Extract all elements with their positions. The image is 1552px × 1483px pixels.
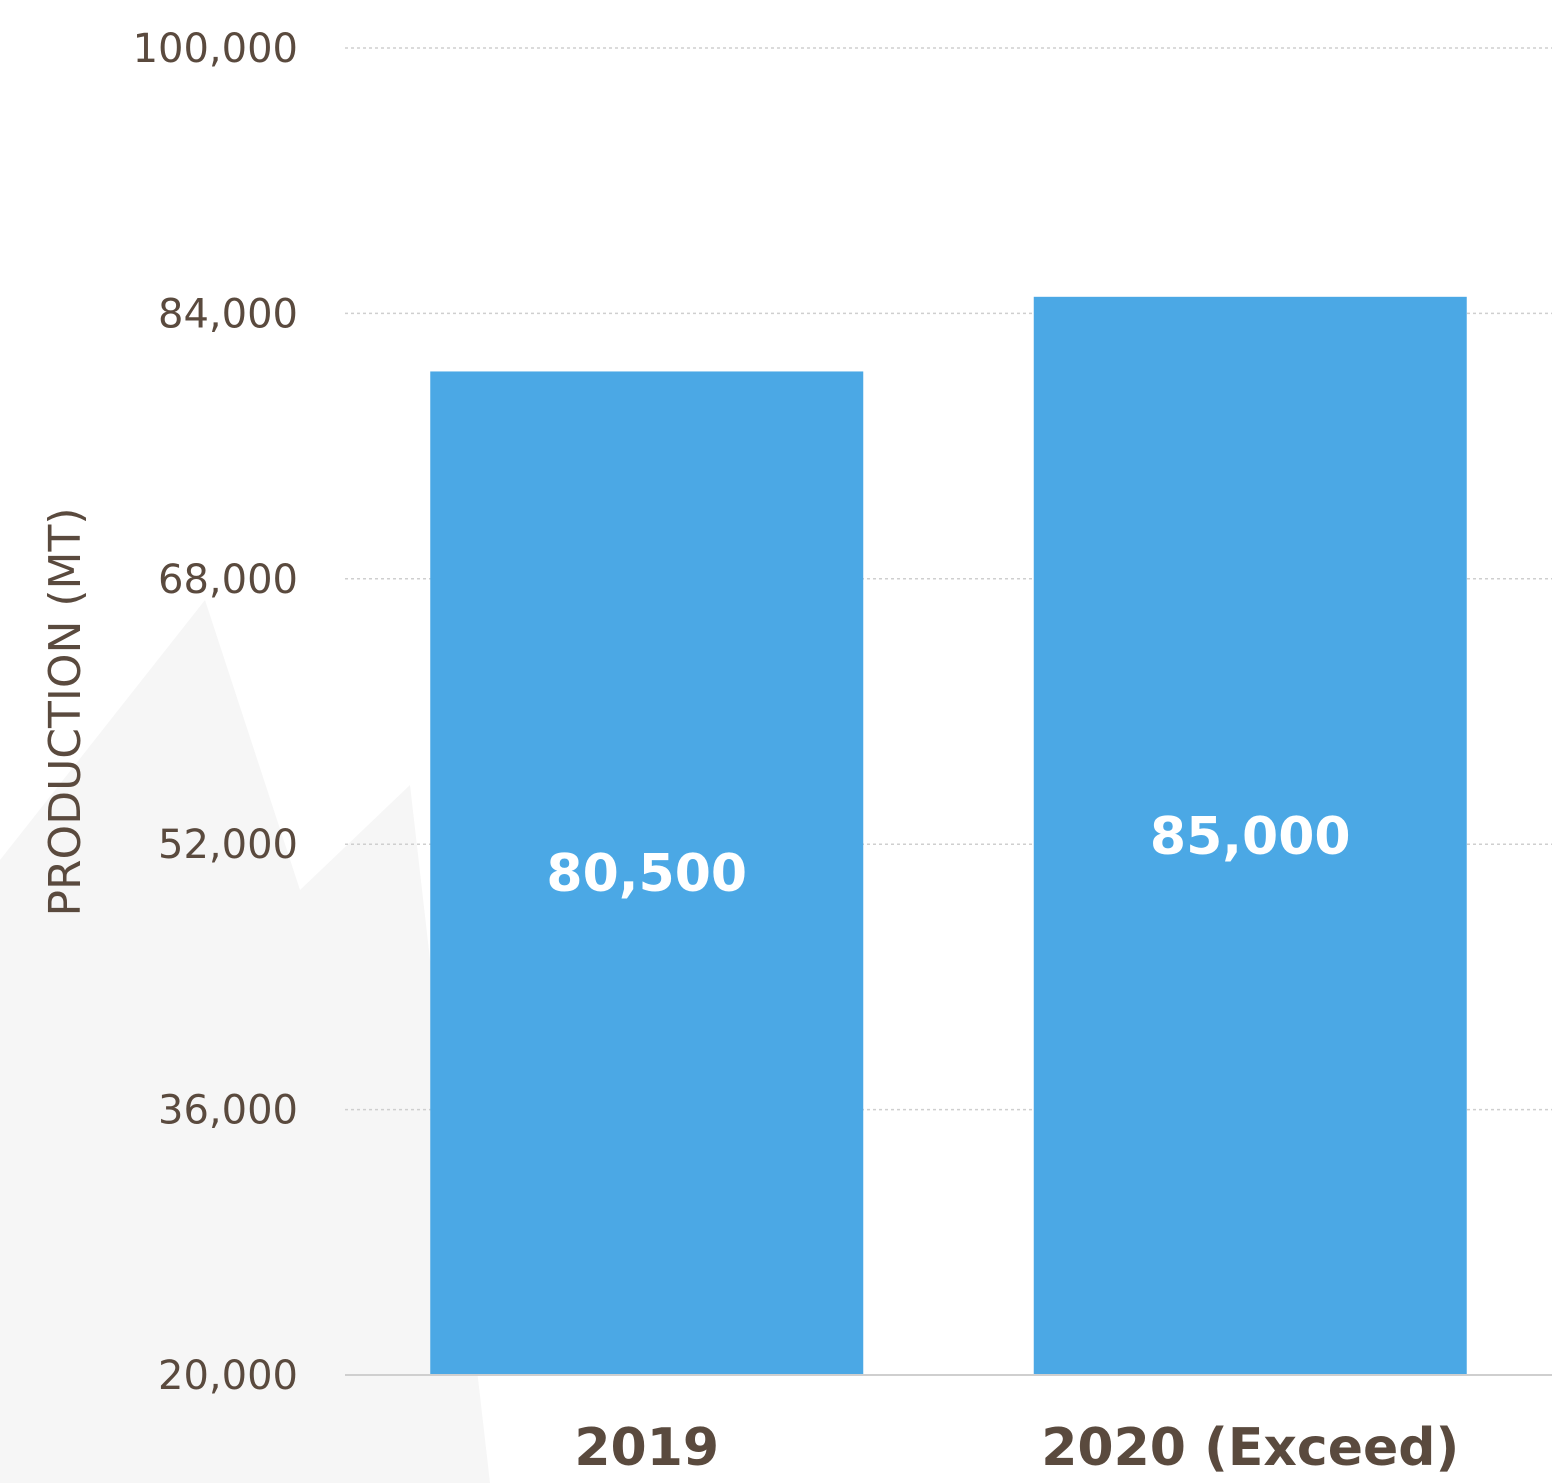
y-axis-title: PRODUCTION (MT) xyxy=(40,507,91,916)
background-mountain-shape xyxy=(0,600,490,1483)
bar-value-label: 80,500 xyxy=(546,844,747,904)
bar-value-label: 85,000 xyxy=(1150,807,1351,867)
y-tick-label: 20,000 xyxy=(158,1353,298,1399)
x-axis-category-labels: 2019 2020 (Exceed) xyxy=(574,1418,1459,1478)
bar xyxy=(1033,296,1467,1375)
data-labels: 80,500 85,000 xyxy=(546,807,1350,904)
bar xyxy=(430,371,864,1375)
x-tick-label: 2020 (Exceed) xyxy=(1041,1418,1459,1478)
bars xyxy=(430,296,1467,1375)
y-tick-label: 84,000 xyxy=(158,291,298,337)
y-tick-label: 52,000 xyxy=(158,822,298,868)
y-tick-label: 68,000 xyxy=(158,557,298,603)
x-tick-label: 2019 xyxy=(574,1418,719,1478)
y-axis-tick-labels: 20,000 36,000 52,000 68,000 84,000 100,000 xyxy=(133,26,298,1399)
y-tick-label: 36,000 xyxy=(158,1088,298,1134)
y-tick-label: 100,000 xyxy=(133,26,298,72)
